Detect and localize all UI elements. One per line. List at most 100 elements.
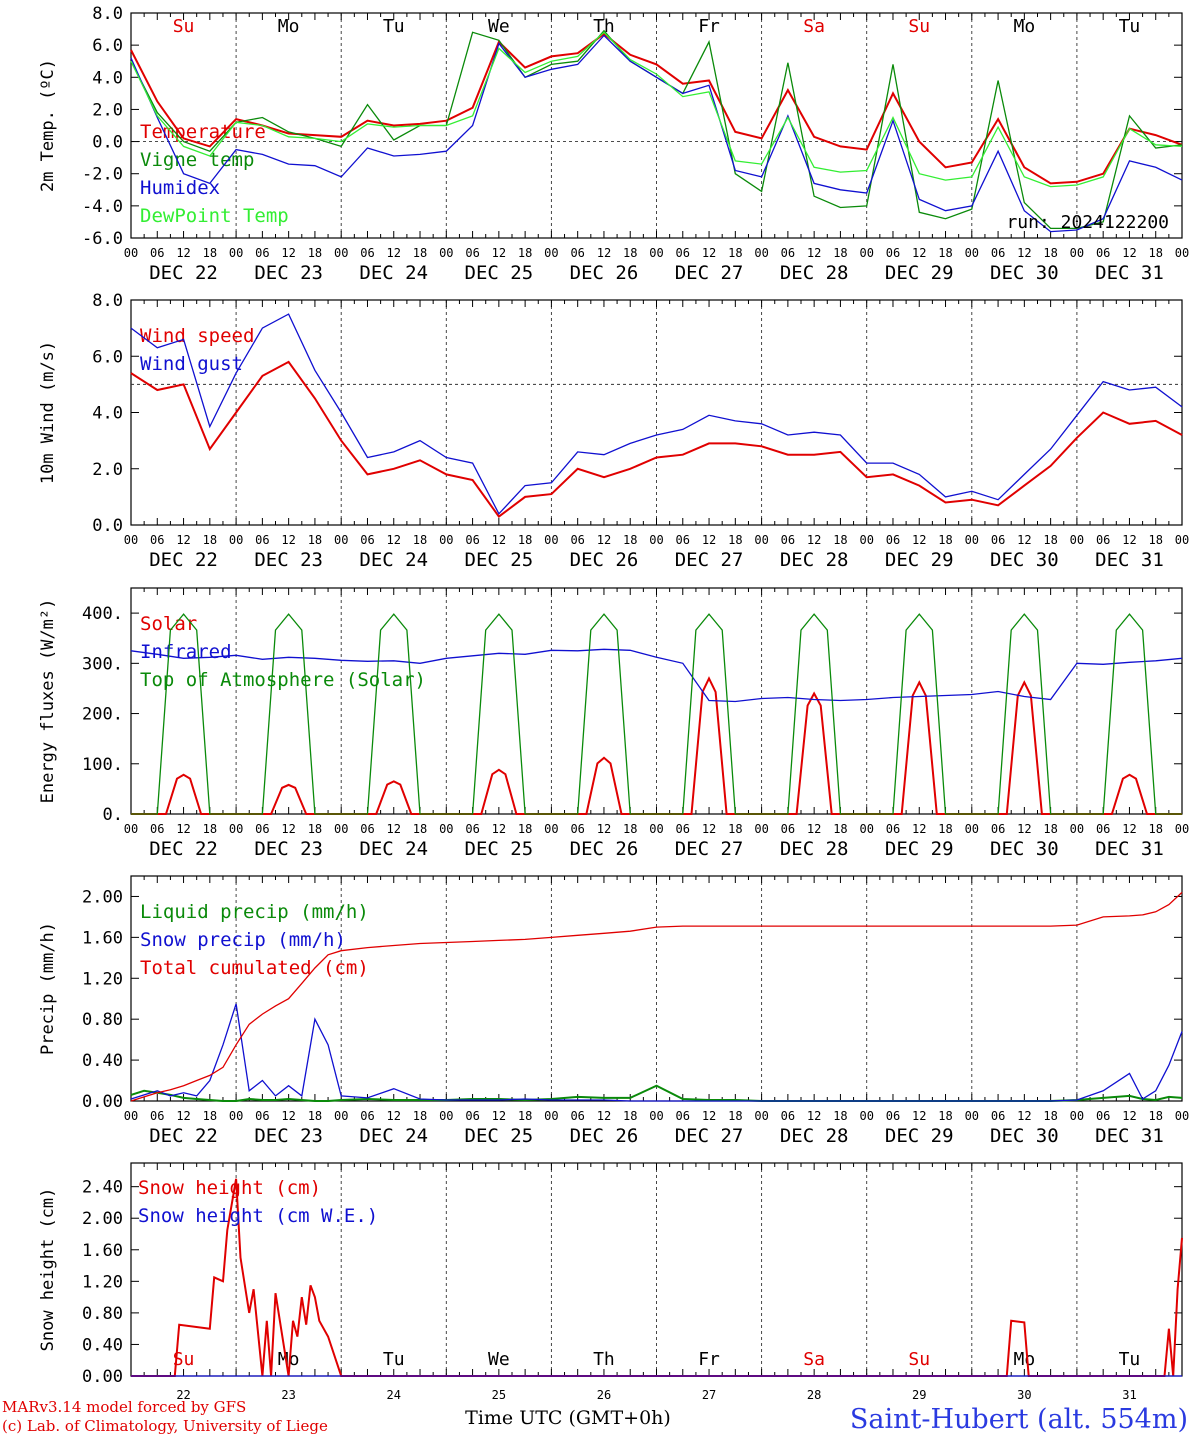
hour-label: 00 xyxy=(1070,822,1084,836)
hour-label: 12 xyxy=(492,246,506,260)
hour-label: 00 xyxy=(229,533,243,547)
weekday-label: Mo xyxy=(1014,1349,1036,1370)
hour-label: 12 xyxy=(387,246,401,260)
hour-label: 12 xyxy=(1017,246,1031,260)
day-label: DEC 28 xyxy=(780,838,849,860)
y-tick-label: 0. xyxy=(103,805,123,825)
y-axis-title: Precip (mm/h) xyxy=(38,922,58,1055)
y-tick-label: 2.00 xyxy=(82,1209,123,1229)
y-tick-label: 100. xyxy=(82,755,123,775)
series-line xyxy=(130,32,1183,185)
hour-label: 18 xyxy=(938,533,952,547)
legend-entry: Snow height (cm) xyxy=(138,1177,321,1199)
hour-label: 06 xyxy=(570,1109,584,1123)
hour-label: 00 xyxy=(1070,1109,1084,1123)
day-label: DEC 25 xyxy=(465,1125,534,1147)
hour-label: 18 xyxy=(308,533,322,547)
hour-label: 18 xyxy=(413,533,427,547)
hour-label: 18 xyxy=(623,822,637,836)
hour-label: 06 xyxy=(570,822,584,836)
hour-label: 18 xyxy=(1043,822,1057,836)
hour-label: 06 xyxy=(781,533,795,547)
hour-label: 06 xyxy=(676,1109,690,1123)
day-label: DEC 22 xyxy=(149,262,218,284)
day-label: DEC 26 xyxy=(570,549,639,571)
hour-label: 00 xyxy=(1175,822,1189,836)
credit-line-2: (c) Lab. of Climatology, University of L… xyxy=(2,1417,328,1435)
y-tick-label: 0.40 xyxy=(82,1335,123,1355)
hour-label: 00 xyxy=(124,246,138,260)
hour-label: 00 xyxy=(229,1109,243,1123)
day-label: DEC 31 xyxy=(1095,262,1164,284)
day-label: DEC 28 xyxy=(780,1125,849,1147)
day-label: DEC 29 xyxy=(885,838,954,860)
hour-label: 18 xyxy=(518,533,532,547)
day-number-label: 22 xyxy=(176,1388,190,1402)
hour-label: 06 xyxy=(360,246,374,260)
day-number-label: 28 xyxy=(807,1388,821,1402)
hour-label: 06 xyxy=(150,246,164,260)
hour-label: 00 xyxy=(334,533,348,547)
legend-entry: Vigne temp xyxy=(140,149,254,171)
hour-label: 18 xyxy=(833,822,847,836)
day-label: DEC 30 xyxy=(990,838,1059,860)
hour-label: 18 xyxy=(623,533,637,547)
hour-label: 18 xyxy=(1148,533,1162,547)
y-tick-label: 2.40 xyxy=(82,1178,123,1198)
hour-label: 06 xyxy=(1096,246,1110,260)
hour-label: 06 xyxy=(255,1109,269,1123)
hour-label: 12 xyxy=(597,1109,611,1123)
y-tick-label: 8.0 xyxy=(92,291,123,311)
hour-label: 00 xyxy=(334,1109,348,1123)
legend-entry: DewPoint Temp xyxy=(140,205,289,227)
credit-line-1: MARv3.14 model forced by GFS xyxy=(2,1398,247,1416)
hour-label: 00 xyxy=(229,246,243,260)
day-label: DEC 25 xyxy=(465,262,534,284)
hour-label: 12 xyxy=(807,822,821,836)
hour-label: 12 xyxy=(492,822,506,836)
hour-label: 00 xyxy=(334,822,348,836)
hour-label: 06 xyxy=(781,246,795,260)
day-number-label: 24 xyxy=(387,1388,401,1402)
weekday-label: Th xyxy=(593,1349,615,1370)
day-number-label: 30 xyxy=(1017,1388,1031,1402)
day-label: DEC 29 xyxy=(885,1125,954,1147)
hour-label: 12 xyxy=(702,1109,716,1123)
hour-label: 06 xyxy=(360,533,374,547)
legend-entry: Snow precip (mm/h) xyxy=(140,929,346,951)
x-axis-title: Time UTC (GMT+0h) xyxy=(465,1407,671,1429)
weekday-label: Mo xyxy=(278,16,300,37)
day-label: DEC 25 xyxy=(465,838,534,860)
y-tick-label: 1.20 xyxy=(82,969,123,989)
series-line xyxy=(130,34,1183,233)
hour-label: 00 xyxy=(965,1109,979,1123)
hour-label: 18 xyxy=(413,822,427,836)
day-number-label: 23 xyxy=(281,1388,295,1402)
hour-label: 18 xyxy=(728,246,742,260)
hour-label: 00 xyxy=(1070,246,1084,260)
hour-label: 12 xyxy=(912,1109,926,1123)
hour-label: 18 xyxy=(623,246,637,260)
hour-label: 18 xyxy=(728,822,742,836)
day-label: DEC 30 xyxy=(990,549,1059,571)
y-axis-title: 2m Temp. (ºC) xyxy=(38,59,58,192)
y-tick-label: 1.60 xyxy=(82,928,123,948)
hour-label: 12 xyxy=(1122,533,1136,547)
legend-entry: Snow height (cm W.E.) xyxy=(138,1205,378,1227)
hour-label: 06 xyxy=(1096,533,1110,547)
legend-entry: Temperature xyxy=(140,121,266,143)
day-label: DEC 27 xyxy=(675,838,744,860)
hour-label: 18 xyxy=(728,533,742,547)
hour-label: 06 xyxy=(991,533,1005,547)
day-number-label: 31 xyxy=(1122,1388,1136,1402)
hour-label: 12 xyxy=(702,822,716,836)
hour-label: 12 xyxy=(702,246,716,260)
hour-label: 06 xyxy=(886,533,900,547)
weekday-label: Tu xyxy=(383,16,405,37)
hour-label: 00 xyxy=(439,246,453,260)
hour-label: 12 xyxy=(807,1109,821,1123)
hour-label: 06 xyxy=(465,822,479,836)
day-label: DEC 22 xyxy=(149,549,218,571)
day-label: DEC 27 xyxy=(675,549,744,571)
hour-label: 06 xyxy=(465,533,479,547)
